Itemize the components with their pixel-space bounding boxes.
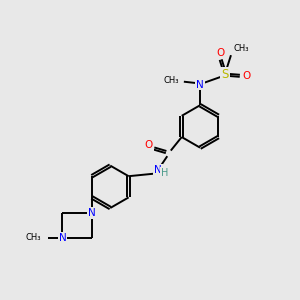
Text: S: S	[221, 68, 229, 81]
Text: O: O	[145, 140, 153, 150]
Text: N: N	[58, 233, 66, 243]
Text: O: O	[242, 71, 250, 81]
Text: O: O	[217, 48, 225, 58]
Text: N: N	[154, 165, 162, 175]
Text: CH₃: CH₃	[233, 44, 249, 53]
Text: H: H	[161, 168, 168, 178]
Text: CH₃: CH₃	[26, 233, 41, 242]
Text: CH₃: CH₃	[164, 76, 179, 85]
Text: N: N	[88, 208, 96, 218]
Text: N: N	[196, 80, 204, 90]
